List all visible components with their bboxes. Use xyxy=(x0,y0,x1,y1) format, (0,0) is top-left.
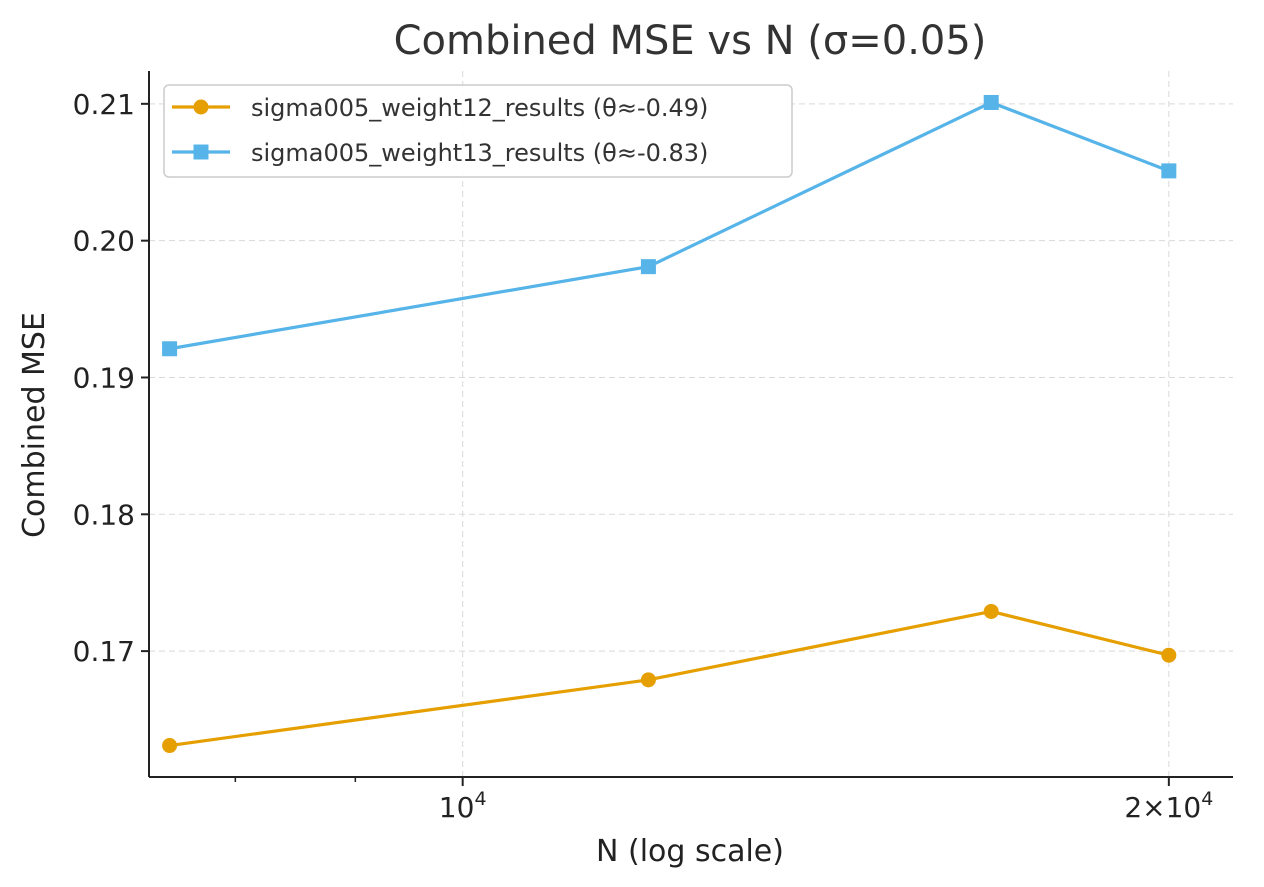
data-point xyxy=(1161,647,1177,663)
plot-area xyxy=(162,94,1177,754)
legend-box xyxy=(163,84,793,178)
data-point xyxy=(162,738,178,754)
legend-marker xyxy=(193,144,209,160)
x-tick-label: 2×104 xyxy=(1124,788,1213,824)
y-tick-label: 0.19 xyxy=(73,361,135,394)
chart-title: Combined MSE vs N (σ=0.05) xyxy=(394,18,987,64)
data-point xyxy=(162,341,178,357)
y-tick-label: 0.17 xyxy=(73,635,135,668)
data-point xyxy=(983,94,999,110)
axes xyxy=(141,71,1233,786)
x-tick-label: 104 xyxy=(439,788,487,824)
y-axis-label: Combined MSE xyxy=(17,312,52,538)
legend-marker xyxy=(193,99,209,115)
tick-labels: 0.17 0.18 0.19 0.20 0.21 104 2×104 xyxy=(73,88,1214,824)
series-line-2 xyxy=(169,100,1170,351)
legend-label: sigma005_weight13_results (θ≈-0.83) xyxy=(251,139,708,167)
legend: sigma005_weight12_results (θ≈-0.49) sigma… xyxy=(163,84,793,178)
y-tick-label: 0.20 xyxy=(73,225,135,258)
series-line-1 xyxy=(169,609,1170,748)
x-axis-label: N (log scale) xyxy=(596,834,784,869)
y-tick-label: 0.18 xyxy=(73,498,135,531)
data-point xyxy=(1161,163,1177,179)
data-point xyxy=(640,672,656,688)
legend-label: sigma005_weight12_results (θ≈-0.49) xyxy=(251,94,708,122)
y-tick-label: 0.21 xyxy=(73,88,135,121)
data-point xyxy=(983,603,999,619)
data-point xyxy=(640,259,656,275)
